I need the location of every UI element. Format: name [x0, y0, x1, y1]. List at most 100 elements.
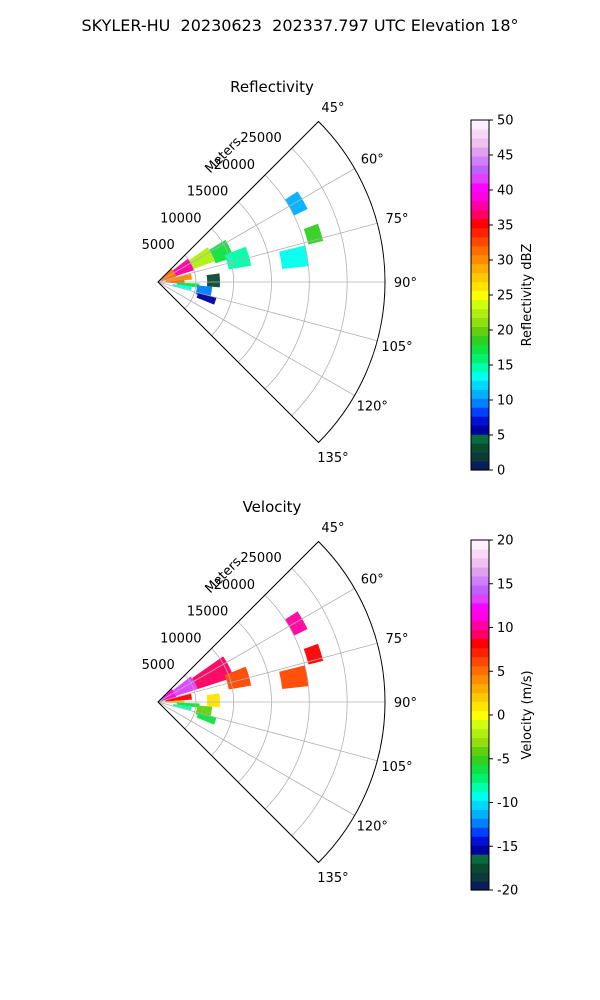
- colorbar-swatch: [471, 620, 489, 631]
- colorbar-tick-label: -5: [497, 752, 510, 767]
- colorbar-swatch: [471, 299, 489, 310]
- range-tick-label: 15000: [187, 605, 228, 620]
- colorbar-swatch: [471, 317, 489, 328]
- colorbar-swatch: [471, 809, 489, 819]
- colorbar-tick-label: 20: [497, 324, 514, 339]
- colorbar-swatch: [471, 434, 489, 444]
- range-tick-label: 5000: [142, 658, 175, 673]
- echo-cell: [165, 273, 192, 282]
- range-tick-label: 20000: [214, 158, 255, 173]
- colorbar-swatch: [471, 425, 489, 435]
- colorbar-tick-label: -10: [497, 796, 518, 811]
- colorbar-tick-label: 50: [497, 114, 514, 129]
- range-tick-label: 10000: [160, 211, 201, 226]
- colorbar-swatch: [471, 380, 489, 390]
- colorbar-swatch: [471, 173, 489, 184]
- colorbar-swatch: [471, 773, 489, 783]
- azimuth-tick-label: 60°: [361, 572, 384, 587]
- colorbar-swatch: [471, 728, 489, 739]
- colorbar-swatch: [471, 764, 489, 774]
- colorbar-swatch: [471, 683, 489, 694]
- colorbar-swatch: [471, 263, 489, 274]
- colorbar-swatch: [471, 638, 489, 649]
- colorbar-swatch: [471, 120, 489, 130]
- colorbar-swatch: [471, 719, 489, 730]
- echo-cell: [206, 693, 221, 708]
- colorbar-tick-label: 20: [497, 534, 514, 549]
- echo-cell: [172, 704, 192, 711]
- colorbar-swatch: [471, 863, 489, 873]
- colorbar-swatch: [471, 236, 489, 247]
- azimuth-spoke: [157, 168, 355, 283]
- echo-cell: [206, 273, 221, 288]
- echo-cell: [279, 245, 309, 269]
- colorbar-swatch: [471, 272, 489, 283]
- azimuth-tick-label: 90°: [394, 696, 417, 711]
- colorbar-swatch: [471, 746, 489, 756]
- colorbar-swatch: [471, 782, 489, 792]
- echo-cell: [165, 693, 192, 702]
- colorbar-swatch: [471, 146, 489, 157]
- colorbar-swatch: [471, 452, 489, 462]
- colorbar-swatch: [471, 629, 489, 640]
- range-tick-label: 25000: [240, 131, 281, 146]
- azimuth-tick-label: 45°: [321, 101, 344, 116]
- colorbar-swatch: [471, 791, 489, 801]
- colorbar-swatch: [471, 710, 489, 721]
- colorbar-label: Velocity (m/s): [520, 670, 535, 759]
- colorbar-swatch: [471, 854, 489, 864]
- colorbar-swatch: [471, 407, 489, 417]
- echo-layer: [160, 611, 324, 725]
- colorbar-swatch: [471, 755, 489, 765]
- echo-cell: [196, 292, 217, 305]
- colorbar-swatch: [471, 371, 489, 381]
- colorbar-tick-label: 40: [497, 184, 514, 199]
- colorbar-tick-label: 35: [497, 219, 514, 234]
- colorbar-tick-label: 45: [497, 149, 514, 164]
- colorbar-swatch: [471, 647, 489, 658]
- colorbar-tick-label: 25: [497, 289, 514, 304]
- colorbar-swatch: [471, 137, 489, 148]
- echo-cell: [176, 702, 200, 708]
- azimuth-spoke: [157, 642, 378, 703]
- echo-cell: [196, 712, 217, 725]
- colorbar-tick-label: 0: [497, 709, 505, 724]
- colorbar-tick-label: 5: [497, 429, 505, 444]
- echo-cell: [284, 191, 308, 216]
- colorbar-swatch: [471, 218, 489, 229]
- colorbar-swatch: [471, 209, 489, 220]
- colorbar-swatch: [471, 881, 489, 891]
- colorbar-swatch: [471, 155, 489, 166]
- colorbar-swatch: [471, 281, 489, 292]
- colorbar-swatch: [471, 557, 489, 568]
- colorbar-swatch: [471, 674, 489, 685]
- azimuth-tick-label: 75°: [385, 212, 408, 227]
- panel-reflectivity: Reflectivity45°60°75°90°105°120°135°5000…: [142, 78, 535, 479]
- colorbar-tick-label: 10: [497, 621, 514, 636]
- colorbar-tick-label: -20: [497, 884, 518, 899]
- azimuth-tick-label: 120°: [357, 820, 388, 835]
- colorbar-swatch: [471, 326, 489, 336]
- colorbar-swatch: [471, 227, 489, 238]
- colorbar-swatch: [471, 191, 489, 202]
- colorbar-swatch: [471, 692, 489, 703]
- colorbar-swatch: [471, 461, 489, 471]
- colorbar-swatch: [471, 245, 489, 256]
- colorbar-swatch: [471, 602, 489, 613]
- colorbar-swatch: [471, 182, 489, 193]
- azimuth-spoke: [157, 222, 378, 283]
- colorbar: 0 5 10 15 20 25 30 35 40 45 50 Reflectivity dBZ: [470, 114, 535, 479]
- colorbar-swatch: [471, 200, 489, 211]
- colorbar-swatch: [471, 827, 489, 837]
- colorbar-swatch: [471, 164, 489, 175]
- echo-cell: [303, 643, 324, 665]
- range-tick-label: 15000: [187, 185, 228, 200]
- colorbar-swatch: [471, 611, 489, 622]
- colorbar-tick-label: 10: [497, 394, 514, 409]
- colorbar-swatch: [471, 254, 489, 265]
- panel-velocity: Velocity 45° 60° 75° 90° 105° 120° 135° 5000 1000…: [142, 498, 535, 899]
- azimuth-tick-label: 105°: [381, 340, 412, 355]
- colorbar-swatch: [471, 656, 489, 667]
- range-tick-label: 25000: [240, 551, 281, 566]
- sector-outline: [157, 540, 386, 864]
